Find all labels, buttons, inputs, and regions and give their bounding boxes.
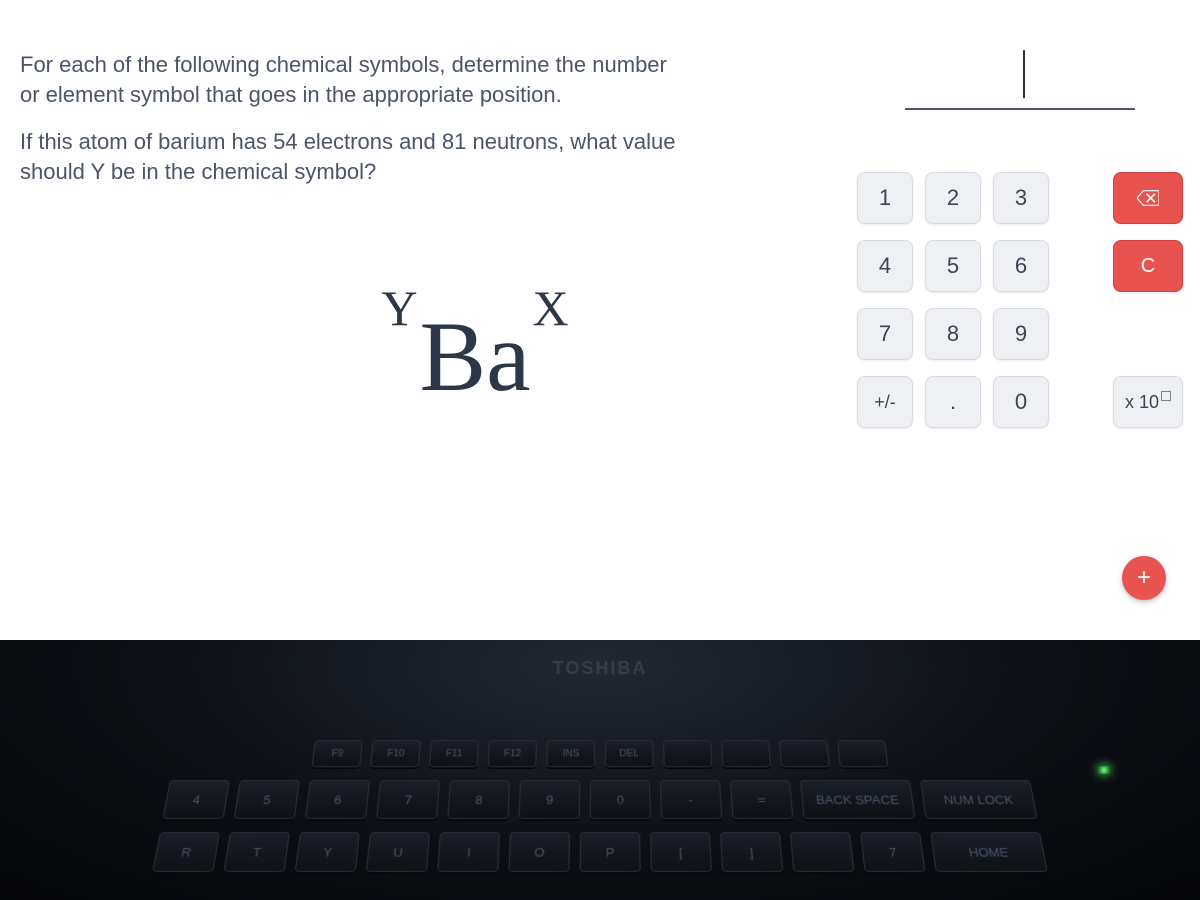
charge-placeholder: X [533, 280, 569, 336]
formula-container: YBaX [120, 307, 830, 407]
key-exponent[interactable]: x 10 [1113, 376, 1183, 428]
key-plus-minus[interactable]: +/- [857, 376, 913, 428]
physical-key [663, 740, 712, 767]
key-0[interactable]: 0 [993, 376, 1049, 428]
key-2[interactable]: 2 [925, 172, 981, 224]
answer-input[interactable] [905, 40, 1135, 110]
physical-key: ] [720, 832, 783, 872]
key-3[interactable]: 3 [993, 172, 1049, 224]
plus-icon: + [1137, 564, 1151, 592]
keyboard-fn-row: F9 F10 F11 F12 INS DEL [13, 740, 1188, 767]
physical-key [721, 740, 771, 767]
backspace-button[interactable] [1113, 172, 1183, 224]
physical-key: T [223, 832, 290, 872]
keypad-panel: 1 2 3 4 5 6 C 7 8 9 +/- [860, 0, 1200, 640]
physical-key: 5 [234, 780, 300, 819]
physical-key: F10 [370, 740, 421, 767]
key-6[interactable]: 6 [993, 240, 1049, 292]
physical-key [790, 832, 854, 872]
laptop-brand: TOSHIBA [553, 658, 648, 679]
physical-key: NUM LOCK [920, 780, 1038, 819]
physical-key: 6 [305, 780, 370, 819]
key-decimal[interactable]: . [925, 376, 981, 428]
physical-key: Y [295, 832, 360, 872]
key-8[interactable]: 8 [925, 308, 981, 360]
physical-key: P [580, 832, 641, 872]
physical-keyboard: F9F10F11F12INSDEL 4567890-=BACK SPACENUM… [20, 740, 1180, 890]
physical-key: 9 [519, 780, 580, 819]
laptop-body: TOSHIBA F9F10F11F12INSDEL 4567890-=BACK … [0, 640, 1200, 900]
physical-key: F12 [488, 740, 537, 767]
chemical-symbol: YBaX [381, 307, 568, 407]
physical-key: I [437, 832, 500, 872]
key-9[interactable]: 9 [993, 308, 1049, 360]
physical-key: 0 [590, 780, 651, 819]
key-4[interactable]: 4 [857, 240, 913, 292]
exponent-label: x 10 [1125, 392, 1159, 413]
question-subprompt: If this atom of barium has 54 electrons … [20, 127, 680, 186]
physical-key [837, 740, 889, 767]
physical-key: U [366, 832, 430, 872]
element-symbol: Ba [419, 301, 530, 412]
physical-key: DEL [605, 740, 654, 767]
physical-key: 8 [447, 780, 510, 819]
add-fab[interactable]: + [1122, 556, 1166, 600]
clear-button[interactable]: C [1113, 240, 1183, 292]
physical-key: 7 [860, 832, 926, 872]
key-7[interactable]: 7 [857, 308, 913, 360]
physical-key: 7 [376, 780, 440, 819]
physical-key: F9 [311, 740, 363, 767]
physical-key: INS [546, 740, 595, 767]
exponent-box-icon [1161, 391, 1171, 401]
text-cursor [1023, 50, 1025, 98]
physical-key [779, 740, 830, 767]
physical-key: - [660, 780, 722, 819]
physical-key: 4 [162, 780, 230, 819]
key-5[interactable]: 5 [925, 240, 981, 292]
physical-key: [ [650, 832, 712, 872]
app-screen: For each of the following chemical symbo… [0, 0, 1200, 640]
question-prompt: For each of the following chemical symbo… [20, 50, 680, 109]
keyboard-letter-row: RTYUIOP[] 7HOME [10, 832, 1191, 872]
question-panel: For each of the following chemical symbo… [0, 0, 860, 640]
physical-key: = [730, 780, 793, 819]
backspace-icon [1137, 190, 1159, 206]
physical-key: BACK SPACE [800, 780, 916, 819]
physical-key: O [508, 832, 570, 872]
keyboard-num-row: 4567890-=BACK SPACENUM LOCK [10, 780, 1191, 819]
physical-key: F11 [429, 740, 479, 767]
numeric-keypad: 1 2 3 4 5 6 C 7 8 9 +/- [857, 170, 1183, 430]
physical-key: R [152, 832, 220, 872]
physical-key: HOME [930, 832, 1048, 872]
key-1[interactable]: 1 [857, 172, 913, 224]
mass-number-placeholder: Y [381, 280, 417, 336]
